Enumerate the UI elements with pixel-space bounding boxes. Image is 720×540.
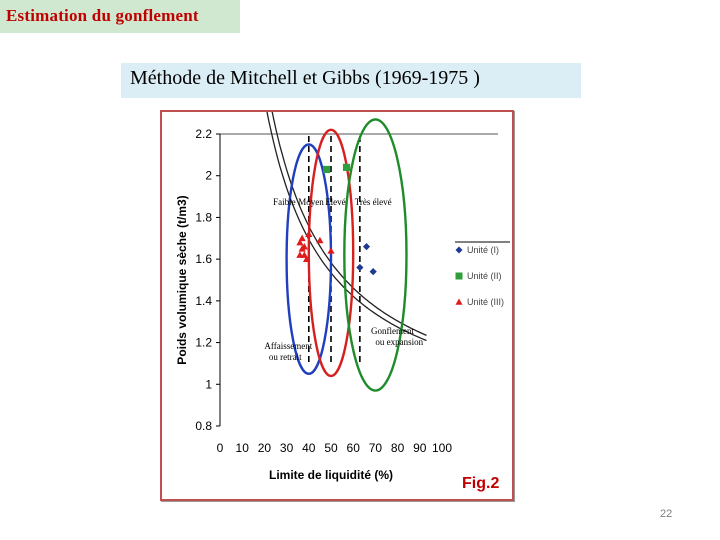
y-tick-label: 1.6	[195, 252, 212, 266]
data-point-square	[342, 163, 351, 171]
data-point-diamond	[369, 268, 377, 276]
legend-label: Unité (III)	[467, 297, 504, 307]
x-tick-label: 0	[217, 441, 224, 455]
annotation: Affaissement ou retrait	[264, 341, 312, 362]
data-point-triangle	[302, 255, 311, 263]
category-label: Faible	[273, 197, 296, 207]
data-point-diamond	[362, 243, 371, 251]
legend-marker	[455, 298, 463, 305]
x-tick-label: 90	[413, 441, 427, 455]
y-tick-label: 2	[205, 169, 212, 183]
saturation-curve-lower	[266, 112, 427, 342]
x-axis-title: Limite de liquidité (%)	[269, 468, 393, 482]
y-tick-label: 1.4	[195, 294, 212, 308]
data-point-triangle	[300, 243, 308, 250]
y-tick-label: 0.8	[195, 419, 212, 433]
ellipse-eleve	[343, 118, 408, 392]
annotation: Gonflement ou expansion	[371, 326, 424, 347]
data-point-square	[322, 165, 331, 174]
figure-label: Fig.2	[462, 475, 499, 492]
category-label: Très élevé	[355, 197, 392, 207]
legend-label: Unité (II)	[467, 271, 502, 281]
data-point-triangle	[296, 251, 304, 258]
data-point-diamond	[356, 263, 364, 272]
ellipse-moyen	[307, 128, 355, 378]
category-label: Moyen	[298, 197, 324, 207]
x-tick-label: 80	[391, 441, 405, 455]
legend-marker	[455, 272, 463, 280]
legend-label: Unité (I)	[467, 245, 499, 255]
figure-frame: Faible Moyen Elevé Très élevé Affaissement ou…	[160, 110, 514, 501]
ellipse-faible	[285, 143, 333, 376]
data-point-triangle	[316, 236, 324, 244]
y-axis-title: Poids volumique sèche (t/m3)	[175, 195, 189, 364]
slide-subtitle: Méthode de Mitchell et Gibbs (1969-1975 …	[121, 63, 581, 98]
category-label: Elevé	[325, 197, 346, 207]
x-tick-label: 100	[432, 441, 452, 455]
data-point-triangle	[296, 238, 304, 246]
data-point-triangle	[327, 247, 335, 254]
x-tick-label: 30	[280, 441, 294, 455]
slide-header: Estimation du gonflement	[0, 0, 240, 33]
y-tick-label: 2.2	[195, 127, 212, 141]
x-tick-label: 10	[236, 441, 250, 455]
legend-marker	[455, 246, 463, 254]
x-tick-label: 20	[258, 441, 272, 455]
y-tick-label: 1	[205, 377, 212, 391]
x-tick-label: 60	[347, 441, 361, 455]
page-number: 22	[660, 508, 673, 520]
y-tick-label: 1.2	[195, 336, 212, 350]
x-tick-label: 50	[324, 441, 338, 455]
x-tick-label: 40	[302, 441, 316, 455]
data-point-triangle	[305, 230, 313, 237]
y-tick-label: 1.8	[195, 210, 212, 224]
x-tick-label: 70	[369, 441, 383, 455]
swell-chart: Faible Moyen Elevé Très élevé Affaissement ou…	[175, 112, 510, 492]
data-point-triangle	[298, 234, 306, 242]
